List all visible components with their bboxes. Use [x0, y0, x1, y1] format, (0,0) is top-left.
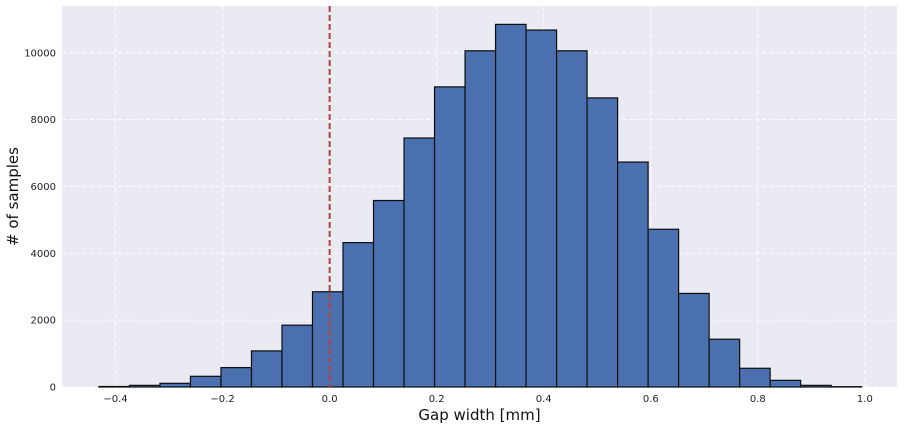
- histogram-bar: [159, 382, 192, 388]
- x-tick-label: −0.4: [103, 394, 127, 405]
- histogram-bar: [678, 292, 710, 388]
- histogram-bar: [494, 23, 527, 388]
- y-tick-label: 4000: [31, 249, 56, 260]
- histogram-bar: [98, 385, 131, 388]
- histogram-bar: [220, 367, 253, 388]
- x-tick-label: 1.0: [857, 394, 873, 405]
- histogram-bar: [311, 291, 344, 388]
- y-tick-label: 6000: [31, 182, 56, 193]
- histogram-bar: [739, 367, 771, 388]
- histogram-bar: [372, 199, 405, 388]
- histogram-bar: [250, 350, 283, 388]
- histogram-bar: [800, 384, 832, 388]
- histogram-bar: [555, 50, 588, 388]
- histogram-bar: [708, 338, 741, 388]
- y-tick-label: 8000: [31, 115, 56, 126]
- y-tick-labels: 0 2000 4000 6000 8000 10000: [24, 48, 56, 393]
- x-axis-title: Gap width [mm]: [418, 406, 540, 424]
- x-tick-label: 0.6: [643, 394, 659, 405]
- histogram-bar: [586, 97, 619, 388]
- histogram-bar: [433, 86, 466, 388]
- histogram-bar: [128, 384, 161, 388]
- histogram-bar: [525, 29, 558, 388]
- histogram-bar: [281, 324, 314, 388]
- histogram-bar: [616, 161, 649, 388]
- x-tick-label: 0.0: [322, 394, 338, 405]
- y-tick-label: 0: [50, 383, 56, 394]
- histogram-bar: [403, 137, 436, 388]
- histogram-bar: [769, 379, 802, 388]
- x-tick-label: 0.8: [750, 394, 766, 405]
- x-tick-label: 0.2: [429, 394, 445, 405]
- x-tick-labels: −0.4 −0.2 0.0 0.2 0.4 0.6 0.8 1.0: [103, 394, 872, 405]
- histogram-bar: [189, 375, 222, 388]
- histogram-bar: [342, 242, 375, 388]
- y-tick-label: 2000: [31, 316, 56, 327]
- y-axis-title: # of samples: [4, 147, 22, 246]
- x-tick-label: 0.4: [536, 394, 552, 405]
- x-tick-label: −0.2: [210, 394, 234, 405]
- histogram-bar: [647, 228, 680, 388]
- histogram-bar: [464, 50, 497, 388]
- y-tick-label: 10000: [24, 48, 56, 59]
- histogram-bars: [98, 23, 863, 388]
